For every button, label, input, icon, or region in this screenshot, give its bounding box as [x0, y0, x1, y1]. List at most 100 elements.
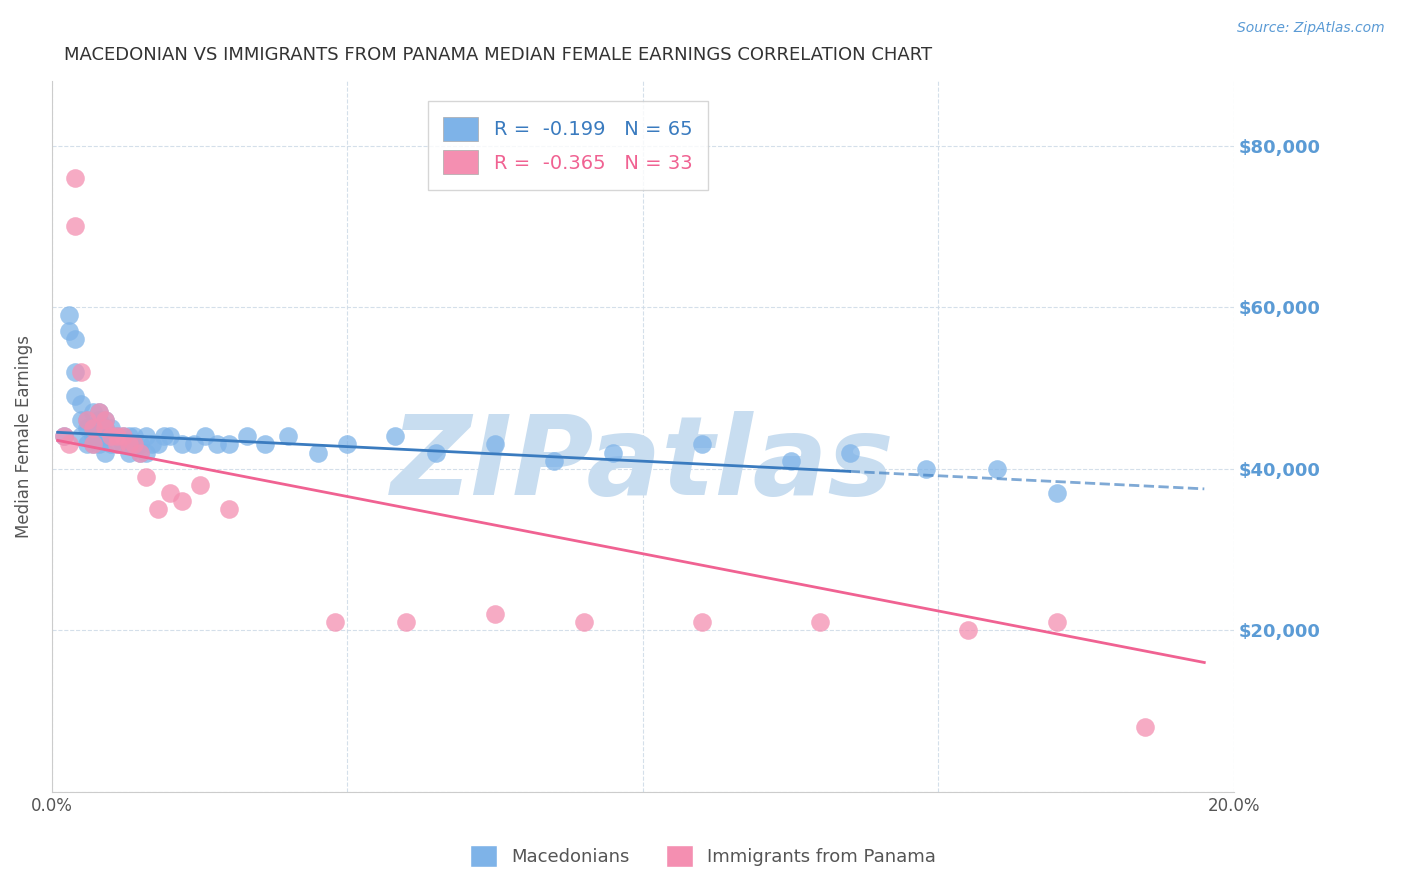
- Point: [253, 437, 276, 451]
- Point: [325, 615, 347, 629]
- Point: [1133, 720, 1156, 734]
- Point: [336, 437, 359, 451]
- Point: [236, 429, 259, 443]
- Point: [129, 437, 152, 451]
- Point: [218, 437, 240, 451]
- Point: [111, 437, 134, 451]
- Point: [956, 623, 979, 637]
- Point: [82, 437, 104, 451]
- Point: [307, 445, 329, 459]
- Point: [986, 461, 1008, 475]
- Point: [135, 469, 157, 483]
- Point: [218, 502, 240, 516]
- Point: [105, 429, 128, 443]
- Point: [87, 413, 110, 427]
- Point: [129, 445, 152, 459]
- Point: [808, 615, 831, 629]
- Point: [779, 453, 801, 467]
- Point: [65, 389, 87, 403]
- Point: [52, 429, 75, 443]
- Point: [1045, 615, 1067, 629]
- Point: [65, 219, 87, 234]
- Point: [543, 453, 565, 467]
- Point: [65, 365, 87, 379]
- Point: [159, 486, 181, 500]
- Point: [135, 445, 157, 459]
- Point: [58, 325, 80, 339]
- Text: ZIPatlas: ZIPatlas: [391, 411, 894, 518]
- Point: [87, 405, 110, 419]
- Point: [141, 437, 163, 451]
- Point: [484, 607, 506, 621]
- Point: [111, 429, 134, 443]
- Point: [111, 429, 134, 443]
- Point: [425, 445, 447, 459]
- Point: [100, 429, 122, 443]
- Point: [572, 615, 595, 629]
- Point: [94, 413, 117, 427]
- Point: [153, 429, 176, 443]
- Point: [58, 437, 80, 451]
- Point: [146, 502, 169, 516]
- Point: [277, 429, 299, 443]
- Point: [207, 437, 229, 451]
- Point: [82, 429, 104, 443]
- Point: [690, 437, 713, 451]
- Point: [58, 308, 80, 322]
- Point: [87, 437, 110, 451]
- Point: [82, 405, 104, 419]
- Point: [70, 365, 93, 379]
- Point: [915, 461, 938, 475]
- Point: [52, 429, 75, 443]
- Point: [94, 445, 117, 459]
- Point: [70, 429, 93, 443]
- Point: [690, 615, 713, 629]
- Point: [124, 437, 146, 451]
- Point: [384, 429, 406, 443]
- Legend: R =  -0.199   N = 65, R =  -0.365   N = 33: R = -0.199 N = 65, R = -0.365 N = 33: [427, 102, 709, 190]
- Point: [484, 437, 506, 451]
- Point: [76, 437, 98, 451]
- Point: [183, 437, 205, 451]
- Point: [838, 445, 860, 459]
- Point: [82, 437, 104, 451]
- Point: [70, 413, 93, 427]
- Point: [170, 437, 193, 451]
- Point: [188, 478, 211, 492]
- Point: [76, 421, 98, 435]
- Point: [146, 437, 169, 451]
- Point: [94, 429, 117, 443]
- Point: [105, 437, 128, 451]
- Point: [159, 429, 181, 443]
- Point: [94, 421, 117, 435]
- Point: [76, 413, 98, 427]
- Point: [100, 437, 122, 451]
- Point: [170, 494, 193, 508]
- Point: [94, 413, 117, 427]
- Point: [70, 397, 93, 411]
- Legend: Macedonians, Immigrants from Panama: Macedonians, Immigrants from Panama: [463, 838, 943, 874]
- Point: [105, 429, 128, 443]
- Point: [65, 333, 87, 347]
- Point: [124, 437, 146, 451]
- Point: [117, 437, 139, 451]
- Point: [124, 429, 146, 443]
- Point: [94, 421, 117, 435]
- Point: [87, 405, 110, 419]
- Point: [100, 421, 122, 435]
- Point: [602, 445, 624, 459]
- Point: [395, 615, 418, 629]
- Point: [82, 421, 104, 435]
- Point: [105, 437, 128, 451]
- Text: Source: ZipAtlas.com: Source: ZipAtlas.com: [1237, 21, 1385, 35]
- Point: [129, 445, 152, 459]
- Point: [76, 413, 98, 427]
- Point: [194, 429, 217, 443]
- Text: MACEDONIAN VS IMMIGRANTS FROM PANAMA MEDIAN FEMALE EARNINGS CORRELATION CHART: MACEDONIAN VS IMMIGRANTS FROM PANAMA MED…: [63, 46, 932, 64]
- Y-axis label: Median Female Earnings: Median Female Earnings: [15, 334, 32, 538]
- Point: [117, 429, 139, 443]
- Point: [135, 429, 157, 443]
- Point: [65, 171, 87, 186]
- Point: [100, 429, 122, 443]
- Point: [82, 421, 104, 435]
